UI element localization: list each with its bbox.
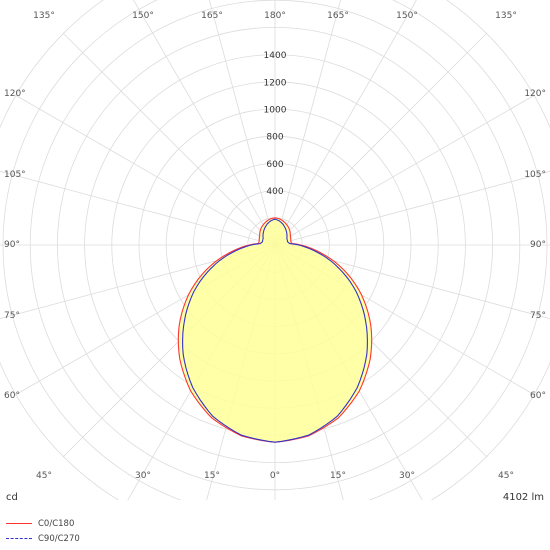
angle-label: 90°: [4, 240, 20, 250]
radial-tick-label: 1000: [264, 106, 287, 116]
light-distribution-fill: [178, 217, 372, 443]
polar-luminous-chart: 400 600 800 1000 1200 1400 135° 150° 165° 180° 16…: [0, 0, 550, 500]
angle-label: 120°: [4, 89, 26, 99]
grid-ray: [274, 32, 488, 246]
radial-tick-labels: 400 600 800 1000 1200 1400: [264, 51, 287, 197]
angle-label: 45°: [498, 471, 514, 481]
grid-ray: [14, 94, 276, 246]
series-c90-c270: [182, 218, 368, 443]
angle-label: 75°: [530, 311, 546, 321]
grid-ray: [274, 0, 342, 246]
angle-labels: 135° 150° 165° 180° 165° 150° 135° 45° 30° 15° 0° 1…: [4, 11, 546, 481]
angle-label: 180°: [264, 11, 286, 21]
grid-ray: [62, 32, 276, 246]
angle-label: 135°: [495, 11, 517, 21]
angle-label: 0°: [270, 471, 280, 481]
angle-label: 30°: [399, 471, 415, 481]
angle-label: 150°: [396, 11, 418, 21]
angle-label: 165°: [201, 11, 223, 21]
unit-label: cd: [6, 492, 18, 503]
angle-label: 90°: [530, 240, 546, 250]
radial-tick-label: 1200: [264, 78, 287, 88]
series-lines: [177, 217, 373, 443]
radial-tick-label: 1400: [264, 51, 287, 61]
grid-ray: [274, 170, 550, 246]
angle-label: 120°: [524, 89, 546, 99]
angle-label: 45°: [36, 471, 52, 481]
angle-label: 165°: [327, 11, 349, 21]
legend-swatch-c90: [6, 538, 32, 539]
grid-ray: [133, 0, 276, 246]
legend-item-c0: C0/C180: [6, 516, 80, 531]
grid-ray: [0, 170, 276, 246]
radial-tick-label: 400: [266, 187, 283, 197]
angle-label: 15°: [330, 471, 346, 481]
angle-label: 60°: [530, 391, 546, 401]
angle-label: 105°: [4, 170, 26, 180]
legend-label-c0: C0/C180: [38, 518, 75, 529]
angle-label: 105°: [524, 170, 546, 180]
flux-label: 4102 lm: [502, 492, 544, 503]
angle-label: 75°: [4, 311, 20, 321]
angle-label: 135°: [33, 11, 55, 21]
legend-item-c90: C90/C270: [6, 531, 80, 546]
radial-tick-label: 800: [266, 133, 283, 143]
grid-ray: [274, 0, 417, 246]
angle-label: 150°: [132, 11, 154, 21]
grid-ray: [274, 94, 536, 246]
grid-ray: [208, 0, 276, 246]
angle-label: 15°: [204, 471, 220, 481]
angle-label: 60°: [4, 391, 20, 401]
legend-swatch-c0: [6, 523, 32, 524]
radial-tick-label: 600: [266, 160, 283, 170]
legend-label-c90: C90/C270: [38, 533, 80, 544]
angle-label: 30°: [135, 471, 151, 481]
legend: C0/C180 C90/C270: [6, 516, 80, 546]
